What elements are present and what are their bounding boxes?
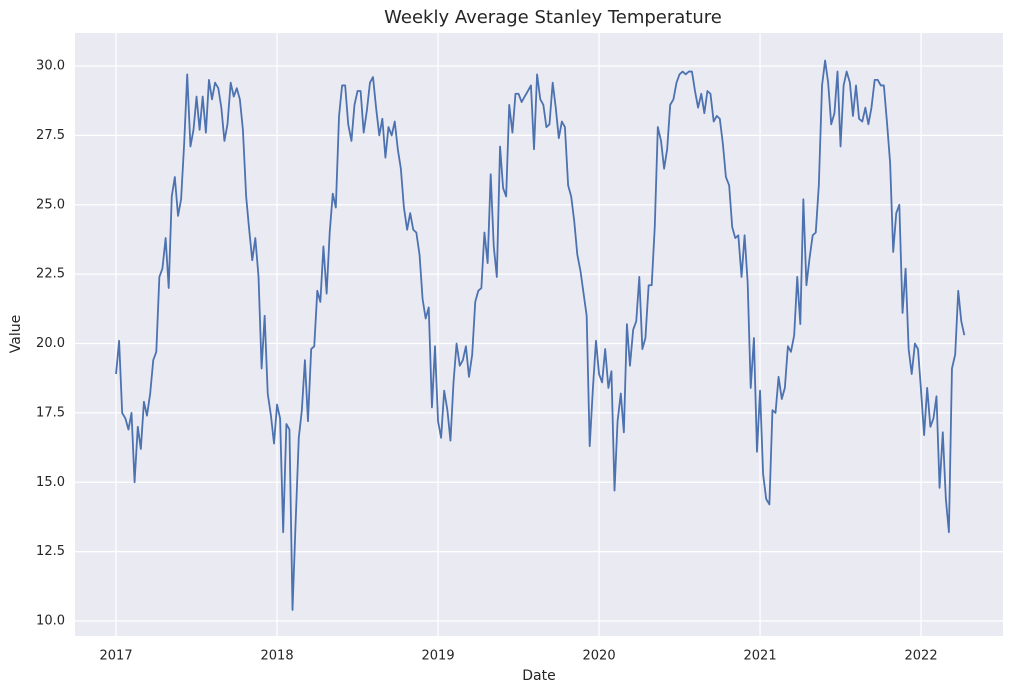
y-tick-label: 27.5 <box>36 128 65 143</box>
x-tick-label: 2020 <box>583 649 616 664</box>
y-tick-label: 22.5 <box>36 267 65 282</box>
plot-area <box>75 33 1003 636</box>
y-tick-label: 25.0 <box>36 197 65 212</box>
y-tick-label: 30.0 <box>36 59 65 74</box>
x-tick-label: 2022 <box>905 649 938 664</box>
x-tick-label: 2017 <box>100 649 133 664</box>
x-tick-label: 2018 <box>261 649 294 664</box>
y-tick-label: 15.0 <box>36 475 65 490</box>
x-tick-label: 2021 <box>744 649 777 664</box>
y-tick-label: 17.5 <box>36 405 65 420</box>
y-axis-label: Value <box>8 315 24 353</box>
y-tick-label: 20.0 <box>36 336 65 351</box>
x-tick-label: 2019 <box>422 649 455 664</box>
x-axis-label: Date <box>522 668 555 684</box>
chart-title: Weekly Average Stanley Temperature <box>384 7 722 28</box>
y-tick-label: 12.5 <box>36 544 65 559</box>
y-tick-label: 10.0 <box>36 614 65 629</box>
data-line <box>115 59 966 611</box>
